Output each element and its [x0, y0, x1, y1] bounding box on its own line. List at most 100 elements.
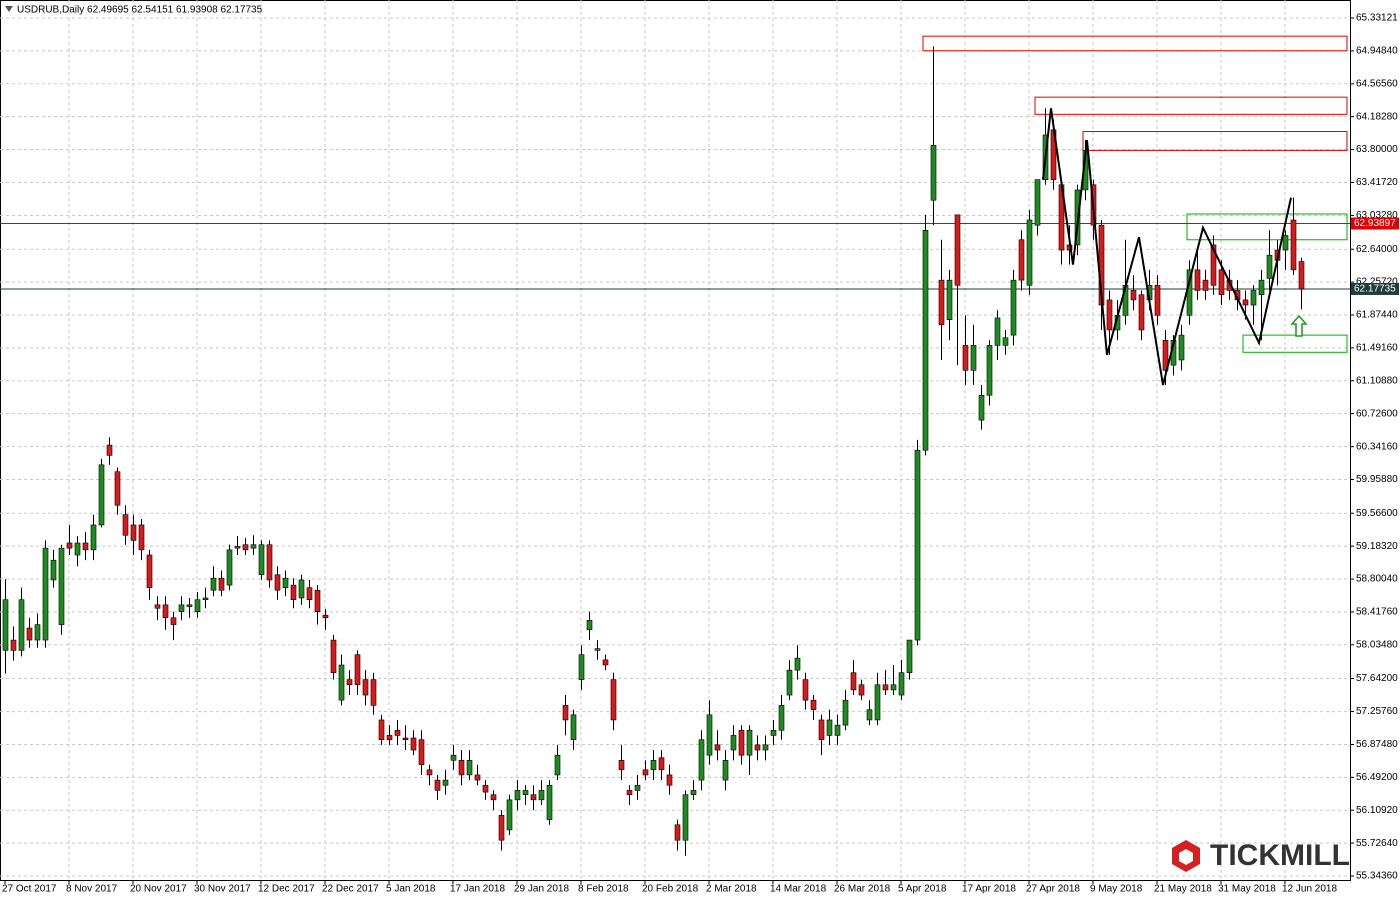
zone [1082, 131, 1348, 151]
candle-body [282, 577, 289, 588]
candle-body [58, 547, 65, 625]
y-tick-label: 64.94840 [1356, 46, 1398, 57]
candle-body [250, 544, 257, 549]
y-tick-label: 60.72600 [1356, 408, 1398, 419]
candle-body [570, 714, 577, 741]
chart-title: USDRUB,Daily 62.49695 62.54151 61.93908 … [17, 5, 263, 16]
candle-body [650, 760, 657, 771]
y-tick-label: 59.95880 [1356, 474, 1398, 485]
candle-body [242, 544, 249, 551]
price-level-tag [1351, 217, 1399, 230]
candle-body [626, 790, 633, 795]
candle-body [906, 639, 913, 674]
candle-body [586, 620, 593, 631]
logo-text: TICKMILL [1210, 839, 1350, 872]
candle-body [194, 599, 201, 613]
candle-body [50, 559, 57, 581]
candle-body [170, 617, 177, 625]
candle-body [946, 279, 953, 320]
candle-body [794, 657, 801, 671]
y-tick-label: 56.49200 [1356, 772, 1398, 783]
candle-body [634, 784, 641, 791]
candle-body [1106, 299, 1113, 331]
candle-body [938, 279, 945, 326]
x-tick-label: 20 Feb 2018 [642, 884, 699, 895]
candle-body [386, 735, 393, 741]
price-level-label: 62.93897 [1354, 218, 1396, 229]
x-tick-label: 22 Dec 2017 [322, 884, 379, 895]
price-level-label: 62.17735 [1354, 284, 1396, 295]
candle-body [290, 584, 297, 600]
candle-body [874, 684, 881, 721]
y-tick-label: 60.34160 [1356, 441, 1398, 452]
candle-body [474, 774, 481, 781]
candle-body [1242, 299, 1249, 306]
candle-body [786, 669, 793, 696]
candle-body [986, 345, 993, 396]
candle-body [466, 760, 473, 776]
candle-body [362, 679, 369, 696]
candle-body [1010, 279, 1017, 336]
candle-body [378, 719, 385, 741]
candle-body [1210, 244, 1217, 286]
plot-frame [0, 0, 1351, 881]
candle-body [1018, 239, 1025, 281]
candle-body [34, 624, 41, 641]
candle-body [1282, 235, 1289, 251]
candle-body [826, 719, 833, 736]
x-tick-label: 31 May 2018 [1218, 884, 1276, 895]
candle-body [554, 754, 561, 776]
candle-body [818, 719, 825, 741]
zone [1242, 334, 1348, 353]
candle-body [898, 672, 905, 696]
candle-body [346, 679, 353, 686]
candle-body [538, 790, 545, 801]
candle-body [162, 604, 169, 619]
candle-body [130, 524, 137, 541]
candle-body [210, 577, 217, 591]
x-tick-label: 26 Mar 2018 [834, 884, 891, 895]
candle-body [962, 345, 969, 371]
candle-body [154, 604, 161, 609]
zone [922, 35, 1348, 52]
candle-body [810, 699, 817, 710]
candle-body [746, 729, 753, 756]
symbol-icon [5, 6, 13, 12]
candle-body [618, 760, 625, 771]
y-tick-label: 63.80000 [1356, 144, 1398, 155]
candle-body [90, 524, 97, 551]
x-tick-label: 2 Mar 2018 [706, 884, 757, 895]
x-tick-label: 5 Apr 2018 [898, 884, 947, 895]
y-tick-label: 64.18280 [1356, 111, 1398, 122]
candles [2, 46, 1305, 856]
candle-body [858, 684, 865, 696]
candle-body [138, 524, 145, 551]
y-tick-label: 63.03280 [1356, 210, 1398, 221]
candle-body [1218, 269, 1225, 296]
candle-body [578, 654, 585, 680]
candle-body [514, 790, 521, 801]
candle-body [178, 604, 185, 613]
candle-body [10, 639, 17, 651]
candle-body [1290, 219, 1297, 271]
x-tick-label: 17 Jan 2018 [450, 884, 505, 895]
candle-body [602, 659, 609, 666]
candle-body [658, 757, 665, 771]
candle-body [706, 714, 713, 756]
x-tick-label: 27 Apr 2018 [1026, 884, 1080, 895]
candle-body [410, 737, 417, 751]
candle-body [98, 464, 105, 526]
candle-body [338, 664, 345, 701]
candle-body [74, 542, 81, 556]
candle-body [298, 579, 305, 599]
candle-body [834, 724, 841, 736]
candle-body [186, 604, 193, 607]
candle-body [258, 544, 265, 576]
x-tick-label: 17 Apr 2018 [962, 884, 1016, 895]
candle-body [322, 614, 329, 619]
candle-body [146, 554, 153, 588]
candle-body [1026, 219, 1033, 286]
candle-body [1194, 269, 1201, 291]
candle-body [690, 790, 697, 795]
x-tick-label: 12 Jun 2018 [1282, 884, 1337, 895]
